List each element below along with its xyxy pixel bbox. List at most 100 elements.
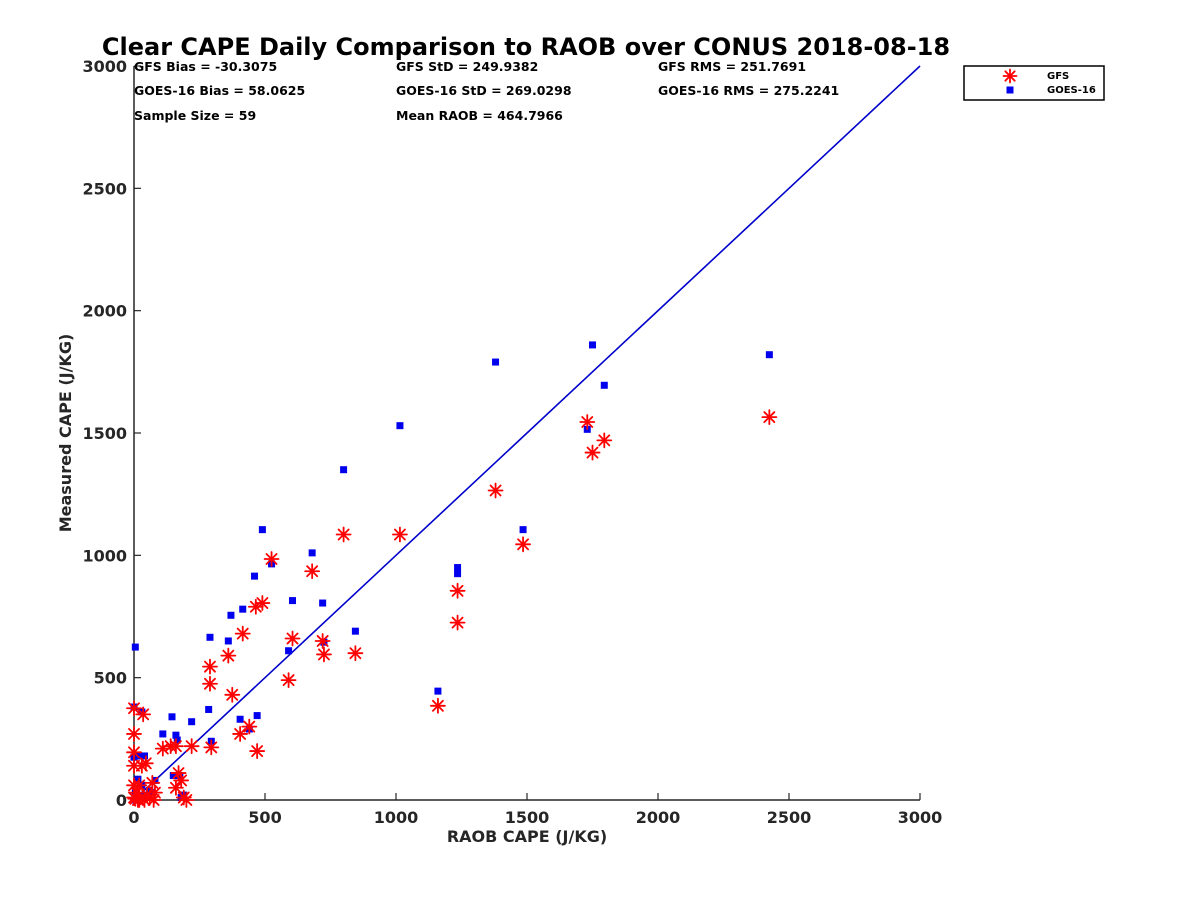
data-point-gfs xyxy=(232,726,249,742)
data-point-goes16 xyxy=(319,599,327,607)
stat-gfs-rms: GFS RMS = 251.7691 xyxy=(658,59,806,74)
data-point-gfs xyxy=(168,779,184,796)
stat-goes-std: GOES-16 StD = 269.0298 xyxy=(396,83,572,98)
data-point-goes16 xyxy=(396,422,404,430)
data-point-gfs xyxy=(515,536,531,553)
data-point-goes16 xyxy=(251,572,259,580)
data-point-gfs xyxy=(280,672,297,689)
data-point-goes16 xyxy=(285,647,293,655)
y-tick-label: 2500 xyxy=(82,179,127,198)
x-tick-label: 1500 xyxy=(505,808,550,827)
x-tick-label: 0 xyxy=(128,808,139,827)
data-point-goes16 xyxy=(206,633,214,641)
data-point-goes16 xyxy=(131,643,139,651)
data-point-goes16 xyxy=(236,715,244,723)
data-point-gfs xyxy=(254,595,271,611)
data-point-gfs xyxy=(487,482,504,499)
y-tick-label: 0 xyxy=(116,791,127,810)
data-point-goes16 xyxy=(227,611,235,619)
series-goes16 xyxy=(130,341,773,804)
data-point-gfs xyxy=(584,444,601,461)
y-tick-label: 1500 xyxy=(82,424,127,443)
stat-goes-rms: GOES-16 RMS = 275.2241 xyxy=(658,83,839,98)
one-to-one-line xyxy=(133,65,921,801)
data-point-goes16 xyxy=(169,772,177,780)
data-point-goes16 xyxy=(289,597,297,605)
data-point-gfs xyxy=(135,706,152,723)
data-point-goes16 xyxy=(140,752,148,760)
data-point-gfs xyxy=(304,563,321,580)
x-tick-label: 500 xyxy=(248,808,281,827)
data-point-gfs xyxy=(178,792,195,808)
data-point-goes16 xyxy=(173,736,181,744)
data-point-gfs xyxy=(579,414,596,430)
data-point-gfs xyxy=(203,739,220,756)
data-point-gfs xyxy=(126,744,142,761)
data-point-gfs xyxy=(247,598,264,615)
data-point-gfs xyxy=(249,743,266,759)
x-axis-label: RAOB CAPE (J/KG) xyxy=(447,827,607,846)
data-point-gfs xyxy=(137,755,154,772)
data-point-gfs xyxy=(183,738,200,755)
data-point-goes16 xyxy=(765,351,773,359)
data-point-gfs xyxy=(173,772,190,789)
x-tick-label: 3000 xyxy=(898,808,943,827)
data-point-gfs xyxy=(133,757,150,774)
data-point-gfs xyxy=(335,526,352,543)
data-point-gfs xyxy=(147,784,163,801)
data-point-gfs xyxy=(449,614,466,631)
data-point-goes16 xyxy=(168,713,176,721)
data-point-goes16 xyxy=(434,687,442,695)
x-tick-label: 2000 xyxy=(636,808,681,827)
plot-area: 0 500 1000 1500 2000 2500 3000 0 500 1000 1500 200… xyxy=(82,57,942,827)
stats-block: GFS Bias = -30.3075 GFS StD = 249.9382 G… xyxy=(134,59,839,123)
data-point-gfs xyxy=(596,432,613,449)
series-gfs xyxy=(126,409,778,808)
data-point-gfs xyxy=(449,582,466,599)
data-point-goes16 xyxy=(600,381,608,389)
y-ticks: 0 500 1000 1500 2000 2500 3000 xyxy=(82,57,141,810)
x-tick-label: 1000 xyxy=(374,808,419,827)
data-point-goes16 xyxy=(340,466,348,474)
data-point-gfs xyxy=(316,646,332,663)
data-point-gfs xyxy=(347,645,364,662)
data-point-gfs xyxy=(234,625,251,642)
y-tick-label: 3000 xyxy=(82,57,127,76)
data-point-gfs xyxy=(430,697,446,714)
y-tick-label: 2000 xyxy=(82,302,127,321)
legend-box xyxy=(963,65,1105,101)
data-point-goes16 xyxy=(159,730,167,738)
stat-sample-size: Sample Size = 59 xyxy=(134,108,256,123)
data-point-gfs xyxy=(220,647,237,664)
data-point-goes16 xyxy=(492,358,500,366)
legend: GFS GOES-16 xyxy=(963,65,1105,101)
data-point-goes16 xyxy=(134,775,142,783)
series-layer xyxy=(126,341,778,808)
data-point-goes16 xyxy=(188,718,196,726)
legend-marker-goes16 xyxy=(1006,86,1014,94)
data-point-gfs xyxy=(168,738,184,755)
data-point-gfs xyxy=(314,633,331,649)
data-point-goes16 xyxy=(224,637,232,645)
data-point-goes16 xyxy=(205,705,213,713)
data-point-gfs xyxy=(144,774,161,791)
data-point-goes16 xyxy=(519,526,527,534)
data-point-gfs xyxy=(131,777,148,794)
data-point-goes16 xyxy=(258,526,266,534)
stat-gfs-bias: GFS Bias = -30.3075 xyxy=(134,59,277,74)
stat-mean-raob: Mean RAOB = 464.7966 xyxy=(396,108,563,123)
data-point-goes16 xyxy=(172,731,180,739)
data-point-goes16 xyxy=(308,549,316,557)
y-axis-label: Measured CAPE (J/KG) xyxy=(56,334,75,533)
data-point-gfs xyxy=(241,718,258,735)
legend-glyph-goes16 xyxy=(1006,86,1014,94)
data-point-gfs xyxy=(761,409,778,425)
data-point-gfs xyxy=(263,551,280,567)
data-point-gfs xyxy=(126,726,142,742)
data-point-gfs xyxy=(224,686,241,703)
chart-title: Clear CAPE Daily Comparison to RAOB over… xyxy=(102,33,950,61)
legend-glyph-gfs xyxy=(1002,68,1018,84)
stat-goes-bias: GOES-16 Bias = 58.0625 xyxy=(134,83,305,98)
y-tick-label: 1000 xyxy=(82,546,127,565)
